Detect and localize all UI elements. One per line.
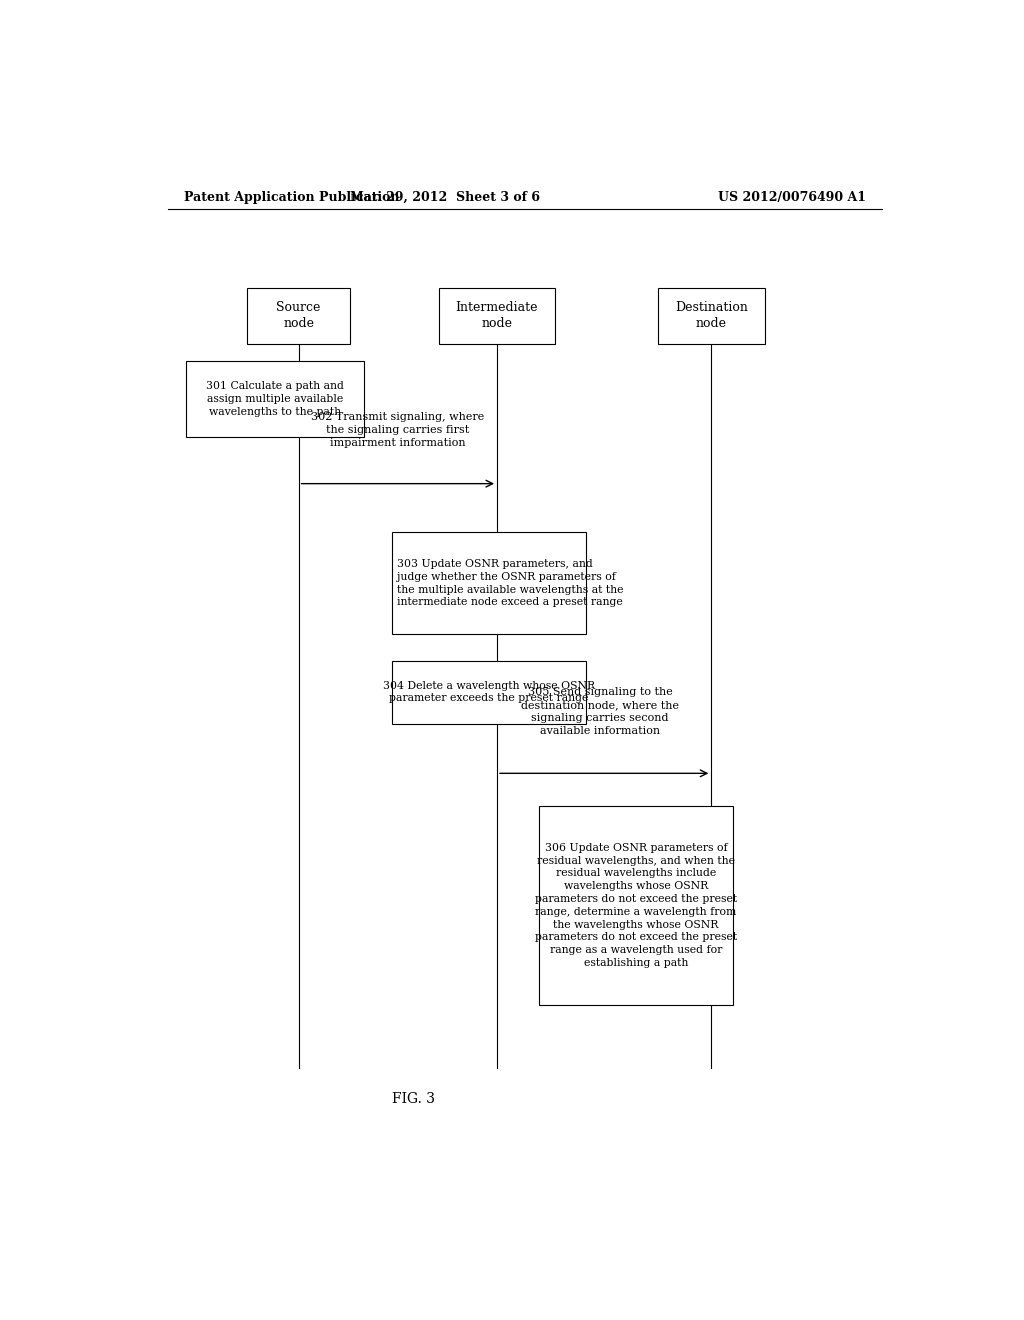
FancyBboxPatch shape bbox=[657, 288, 765, 345]
FancyBboxPatch shape bbox=[392, 660, 587, 723]
Text: 305 Send signaling to the
destination node, where the
signaling carries second
a: 305 Send signaling to the destination no… bbox=[521, 688, 679, 735]
FancyBboxPatch shape bbox=[439, 288, 555, 345]
FancyBboxPatch shape bbox=[247, 288, 350, 345]
Text: 306 Update OSNR parameters of
residual wavelengths, and when the
residual wavele: 306 Update OSNR parameters of residual w… bbox=[535, 843, 737, 968]
Text: Mar. 29, 2012  Sheet 3 of 6: Mar. 29, 2012 Sheet 3 of 6 bbox=[350, 190, 541, 203]
Text: 301 Calculate a path and
assign multiple available
wavelengths to the path: 301 Calculate a path and assign multiple… bbox=[206, 381, 344, 417]
Text: 302 Transmit signaling, where
the signaling carries first
impairment information: 302 Transmit signaling, where the signal… bbox=[311, 412, 484, 447]
FancyBboxPatch shape bbox=[539, 807, 733, 1005]
Text: 303 Update OSNR parameters, and
judge whether the OSNR parameters of
the multipl: 303 Update OSNR parameters, and judge wh… bbox=[397, 560, 624, 607]
FancyBboxPatch shape bbox=[392, 532, 587, 634]
Text: Intermediate
node: Intermediate node bbox=[456, 301, 539, 330]
Text: FIG. 3: FIG. 3 bbox=[392, 1092, 435, 1106]
FancyBboxPatch shape bbox=[185, 362, 365, 437]
Text: Source
node: Source node bbox=[276, 301, 321, 330]
Text: US 2012/0076490 A1: US 2012/0076490 A1 bbox=[718, 190, 866, 203]
Text: Patent Application Publication: Patent Application Publication bbox=[183, 190, 399, 203]
Text: 304 Delete a wavelength whose OSNR
parameter exceeds the preset range: 304 Delete a wavelength whose OSNR param… bbox=[383, 681, 595, 704]
Text: Destination
node: Destination node bbox=[675, 301, 748, 330]
